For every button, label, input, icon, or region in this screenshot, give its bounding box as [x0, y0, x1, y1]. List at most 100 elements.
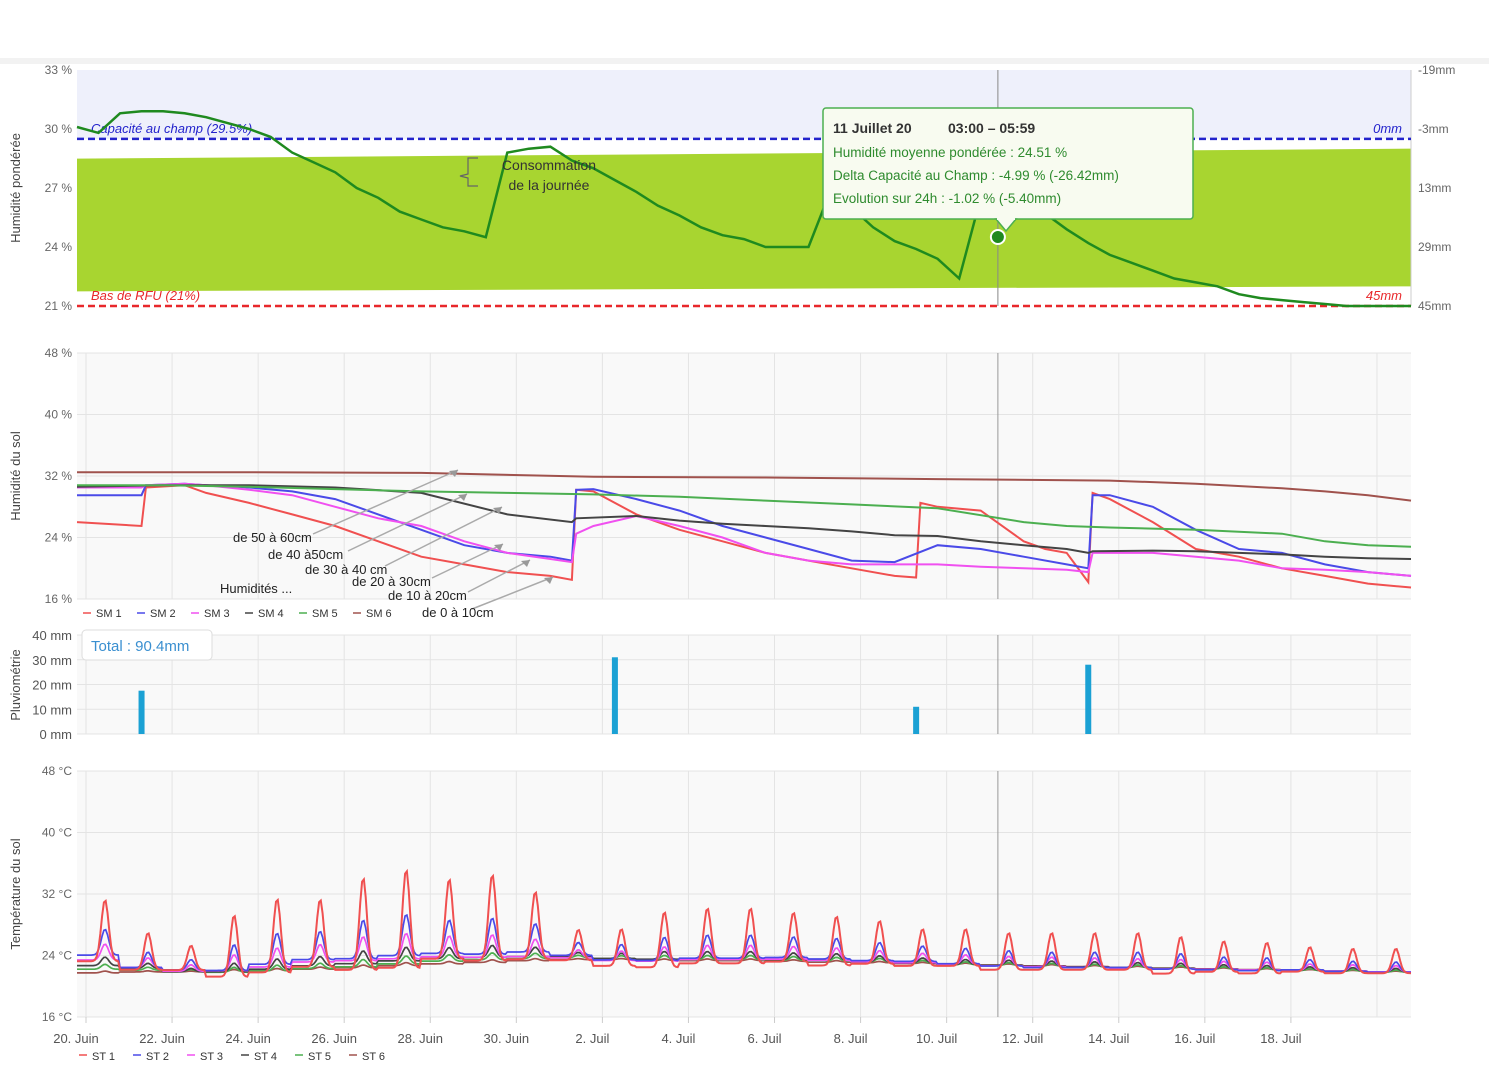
depth-arrow: [384, 506, 503, 567]
y-tick-label: 32 %: [45, 469, 73, 483]
y-tick-label: 48 %: [45, 346, 73, 360]
legend-label: ST 3: [200, 1051, 223, 1063]
series-line-st-1: [77, 868, 1412, 978]
y-tick-label: 16 °C: [42, 1010, 72, 1024]
depth-label: de 50 à 60cm: [233, 530, 312, 545]
y-tick-label: 40 %: [45, 408, 73, 422]
annotation-bracket: [459, 157, 478, 187]
y-tick-label: 24 %: [45, 531, 73, 545]
depth-label: de 40 à50cm: [268, 547, 343, 562]
x-tick-label: 14. Juil: [1088, 1031, 1129, 1046]
depth-arrowhead: [544, 577, 553, 584]
depth-arrow: [471, 576, 554, 610]
legend-label: SM 6: [366, 608, 392, 620]
total-label: Total : 90.4mm: [91, 638, 189, 655]
depth-arrowhead: [494, 544, 503, 551]
ref-line-mm-label: 0mm: [1373, 121, 1402, 136]
annotation-text: Consommation: [502, 157, 596, 173]
ref-line-mm-label: 45mm: [1366, 288, 1402, 303]
rain-bar: [913, 706, 920, 734]
depth-arrowhead: [458, 494, 467, 501]
y-tick-label: 10 mm: [32, 702, 72, 717]
tooltip: 11 Juillet 20 03:00 – 05:59 Humidité moyen…: [822, 107, 1194, 233]
tooltip-pointer-mask: [997, 216, 1015, 220]
legend-label: ST 4: [254, 1051, 277, 1063]
x-tick-label: 8. Juil: [834, 1031, 868, 1046]
depth-arrow: [312, 469, 459, 535]
y-tick-label: 40 °C: [42, 826, 72, 840]
y-tick-label: 27 %: [45, 181, 73, 195]
tooltip-line: Delta Capacité au Champ : -4.99 % (-26.4…: [833, 168, 1119, 183]
x-tick-label: 10. Juil: [916, 1031, 957, 1046]
y2-tick-label: -3mm: [1418, 122, 1449, 136]
y-axis-title: Humidité pondérée: [8, 133, 23, 243]
tooltip-time: 03:00 – 05:59: [948, 120, 1035, 136]
depth-arrow: [467, 559, 531, 593]
panel-pluviometrie: 0 mm 10 mm 20 mm 30 mm 40 mm Total : 90.4mm Pl…: [8, 628, 1411, 742]
y2-tick-label: 45mm: [1418, 299, 1451, 313]
depth-label: de 30 à 40 cm: [305, 562, 387, 577]
y-tick-label: 20 mm: [32, 678, 72, 693]
y-tick-label: 32 °C: [42, 887, 72, 901]
depth-label: de 20 à 30cm: [352, 574, 431, 589]
legend-label: SM 3: [204, 608, 230, 620]
y-tick-label: 24 %: [45, 240, 73, 254]
depth-arrowhead: [493, 507, 502, 514]
series-line-sm-2: [77, 482, 1412, 577]
rain-bar: [1085, 664, 1092, 734]
y2-tick-label: -19mm: [1418, 63, 1455, 77]
x-tick-label: 26. Juin: [311, 1031, 357, 1046]
depth-arrowhead: [449, 470, 458, 477]
depth-arrowhead: [521, 560, 530, 567]
tooltip-line: Evolution sur 24h : -1.02 % (-5.40mm): [833, 191, 1061, 206]
tooltip-date: 11 Juillet 20: [833, 120, 912, 136]
panel-humidite-sol: 16 % 24 % 32 % 40 % 48 % de 50 à 60cm de 40 à5…: [8, 346, 1412, 620]
rain-bar: [138, 690, 145, 734]
y-axis-title: Pluviométrie: [8, 649, 23, 721]
x-tick-label: 24. Juin: [225, 1031, 271, 1046]
legend-label: ST 2: [146, 1051, 169, 1063]
depth-arrow: [431, 543, 504, 579]
x-tick-label: 12. Juil: [1002, 1031, 1043, 1046]
legend-label: SM 2: [150, 608, 176, 620]
x-tick-label: 4. Juil: [661, 1031, 695, 1046]
legend-label: ST 6: [362, 1051, 385, 1063]
x-tick-label: 28. Juin: [397, 1031, 443, 1046]
depth-label: de 0 à 10cm: [422, 605, 494, 620]
bas-rfu-label: Bas de RFU (21%): [91, 288, 200, 303]
legend-label: SM 1: [96, 608, 122, 620]
top-divider: [0, 58, 1489, 64]
series-line-sm-6: [77, 471, 1412, 502]
y-tick-label: 16 %: [45, 592, 73, 606]
depth-arrow: [347, 493, 468, 552]
depth-label: de 10 à 20cm: [388, 588, 467, 603]
x-tick-label: 2. Juil: [575, 1031, 609, 1046]
series-line-sm-4: [76, 484, 1412, 560]
y-tick-label: 30 %: [45, 122, 73, 136]
capacite-champ-label: Capacité au champ (29.5%): [91, 121, 252, 136]
series-line-sm-5: [77, 484, 1412, 548]
y-tick-label: 48 °C: [42, 764, 72, 778]
panel-humidite-ponderee: 21 % 45mm 24 % 29mm 27 % 13mm 30 % -3mm 33 % -19m…: [8, 63, 1455, 313]
panel-temperature-sol: 16 °C 24 °C 32 °C 40 °C 48 °C 20. Juin 22. Jui…: [8, 764, 1412, 1063]
y-tick-label: 30 mm: [32, 653, 72, 668]
y-tick-label: 33 %: [45, 63, 73, 77]
x-tick-label: 30. Juin: [484, 1031, 530, 1046]
series-line-sm-3: [77, 482, 1412, 577]
x-tick-label: 18. Juil: [1260, 1031, 1301, 1046]
x-tick-label: 22. Juin: [139, 1031, 185, 1046]
rain-bar: [611, 657, 618, 734]
y2-tick-label: 29mm: [1418, 240, 1451, 254]
legend-label: ST 1: [92, 1051, 115, 1063]
legend-label: ST 5: [308, 1051, 331, 1063]
depth-label: Humidités ...: [220, 581, 292, 596]
y2-tick-label: 13mm: [1418, 181, 1451, 195]
hover-point: [989, 228, 1006, 245]
x-tick-label: 20. Juin: [53, 1031, 99, 1046]
y-tick-label: 40 mm: [32, 628, 72, 643]
tooltip-line: Humidité moyenne pondérée : 24.51 %: [833, 145, 1067, 160]
humidite-ponderee-line: [76, 110, 1411, 308]
y-axis-title: Humidité du sol: [8, 431, 23, 521]
x-tick-label: 16. Juil: [1174, 1031, 1215, 1046]
